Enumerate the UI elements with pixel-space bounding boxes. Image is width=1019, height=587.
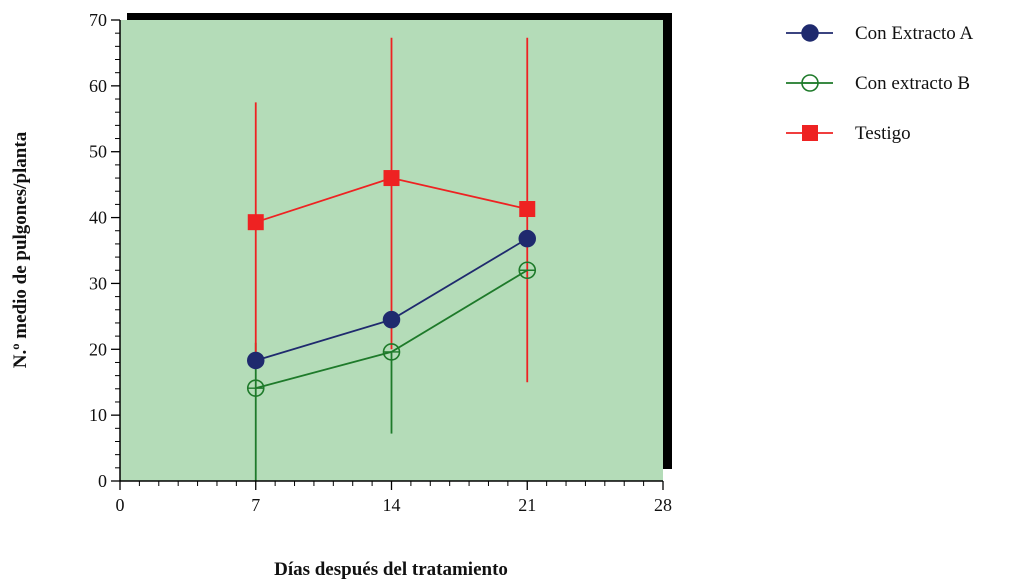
y-tick-label: 70	[89, 10, 107, 30]
data-point	[382, 310, 401, 329]
y-tick-label: 0	[98, 471, 107, 491]
legend-label: Con extracto B	[855, 73, 970, 94]
legend-item: Con extracto B	[786, 73, 970, 94]
data-point	[518, 229, 536, 248]
data-point	[383, 170, 400, 187]
data-point	[247, 351, 265, 370]
y-tick-label: 50	[89, 142, 107, 162]
y-tick-label: 10	[89, 405, 107, 425]
series-markers	[246, 170, 537, 397]
data-point	[518, 261, 537, 280]
data-point	[246, 379, 265, 397]
legend-item: Con Extracto A	[786, 23, 973, 44]
y-ticks: 0 10 20 30 40 50 60 70	[89, 10, 120, 491]
data-point	[519, 201, 536, 218]
y-tick-label: 40	[89, 208, 107, 228]
x-ticks: 0 7 14 21 28	[116, 481, 672, 515]
data-point-legend	[801, 24, 819, 42]
legend-label: Con Extracto A	[855, 23, 973, 44]
x-tick-label: 7	[251, 495, 260, 515]
x-axis-label: Días después del tratamiento	[274, 559, 508, 580]
x-tick-label: 28	[654, 495, 672, 515]
data-point	[247, 214, 264, 231]
y-tick-label: 30	[89, 273, 107, 293]
x-tick-label: 14	[383, 495, 401, 515]
y-tick-label: 60	[89, 76, 107, 96]
data-point-legend	[801, 74, 819, 92]
legend-item: Testigo	[786, 123, 911, 144]
y-tick-label: 20	[89, 339, 107, 359]
x-tick-label: 21	[518, 495, 536, 515]
y-axis-label: N.º medio de pulgones/planta	[10, 131, 31, 368]
legend-label: Testigo	[855, 123, 911, 144]
x-tick-label: 0	[116, 495, 125, 515]
data-point	[382, 343, 401, 361]
legend: Con Extracto A Con extracto B Testigo	[786, 23, 973, 144]
data-point-legend	[802, 125, 818, 141]
